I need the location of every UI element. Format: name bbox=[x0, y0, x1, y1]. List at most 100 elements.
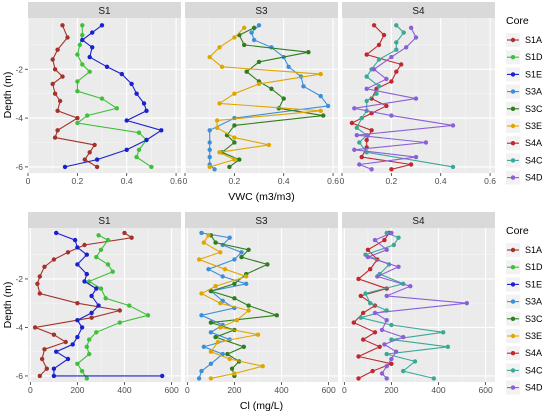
data-point-S3A bbox=[207, 140, 212, 145]
data-point-S1D bbox=[75, 79, 80, 84]
data-point-S3C bbox=[281, 96, 286, 101]
data-point-S1E bbox=[160, 373, 165, 379]
data-point-S1A bbox=[75, 115, 80, 121]
data-point-S1D bbox=[94, 330, 99, 335]
legend-key-point bbox=[510, 368, 516, 373]
data-point-S1E bbox=[94, 157, 100, 162]
x-tick-label: 0.4 bbox=[278, 176, 290, 186]
data-point-S1A bbox=[51, 332, 57, 337]
data-point-S1E bbox=[90, 45, 95, 50]
data-point-S1A bbox=[55, 128, 60, 133]
data-point-S3E bbox=[242, 25, 247, 30]
data-point-S1A bbox=[50, 81, 55, 87]
x-tick-label: 0.6 bbox=[170, 176, 182, 186]
data-point-S1A bbox=[94, 164, 100, 170]
x-tick-label: 0 bbox=[340, 176, 345, 186]
data-point-S3A bbox=[239, 250, 244, 255]
data-point-S3C bbox=[241, 344, 246, 349]
data-point-S4C bbox=[441, 330, 446, 335]
series-S4C bbox=[358, 230, 451, 381]
data-point-S1E bbox=[82, 279, 87, 284]
data-point-S4A bbox=[381, 32, 387, 38]
facet-strip bbox=[28, 2, 181, 18]
data-point-S4A bbox=[389, 167, 394, 172]
data-point-S1A bbox=[52, 135, 58, 140]
data-point-S1A bbox=[65, 35, 70, 40]
data-point-S3E bbox=[214, 118, 220, 123]
data-point-S3A bbox=[199, 313, 204, 318]
data-point-S1E bbox=[79, 325, 85, 330]
data-point-S4D bbox=[379, 371, 385, 376]
data-point-S4A bbox=[361, 310, 366, 316]
data-point-S1E bbox=[70, 342, 75, 347]
data-point-S1D bbox=[80, 62, 85, 67]
data-point-S3C bbox=[269, 86, 274, 92]
data-point-S4D bbox=[389, 54, 394, 60]
data-point-S1A bbox=[50, 57, 55, 62]
data-point-S3C bbox=[246, 303, 251, 308]
data-point-S4C bbox=[401, 30, 406, 35]
data-point-S3C bbox=[237, 157, 242, 162]
data-point-S1D bbox=[98, 247, 104, 252]
data-point-S1A bbox=[55, 47, 60, 52]
data-point-S1D bbox=[75, 89, 80, 94]
data-point-S1D bbox=[96, 233, 101, 238]
data-point-S4D bbox=[357, 162, 362, 167]
data-point-S1D bbox=[75, 52, 80, 57]
data-point-S4C bbox=[357, 140, 362, 145]
data-point-S4D bbox=[450, 123, 456, 128]
data-point-S1E bbox=[51, 366, 57, 371]
data-point-S4C bbox=[354, 125, 359, 130]
data-point-S3C bbox=[227, 164, 232, 170]
panel-background bbox=[185, 18, 338, 173]
x-tick-label: 200 bbox=[384, 385, 398, 395]
data-point-S3E bbox=[207, 54, 212, 60]
data-point-S4A bbox=[351, 320, 356, 325]
facet-strip-title: S4 bbox=[412, 216, 425, 227]
data-point-S4D bbox=[354, 133, 359, 138]
legend-label: S4A bbox=[525, 348, 542, 358]
data-point-S3C bbox=[239, 254, 244, 260]
data-point-S4D bbox=[352, 147, 357, 152]
data-point-S1D bbox=[87, 337, 92, 342]
series-S1A bbox=[32, 230, 134, 379]
data-point-S1D bbox=[80, 32, 85, 38]
legend-label: S1E bbox=[525, 279, 542, 289]
legend-label: S3A bbox=[525, 87, 542, 97]
data-point-S1A bbox=[37, 373, 42, 379]
y-axis-title: Depth (m) bbox=[2, 282, 14, 329]
data-point-S1E bbox=[119, 71, 125, 77]
data-point-S4C bbox=[358, 315, 363, 320]
data-point-S3C bbox=[242, 42, 247, 48]
legend-item-S1D: S1D bbox=[506, 260, 543, 275]
data-point-S3E bbox=[213, 284, 218, 289]
legend-key-point bbox=[510, 175, 516, 180]
data-point-S4C bbox=[376, 57, 382, 62]
facet-panel-1-S4: S4 0 200 400 600 bbox=[342, 212, 495, 395]
data-point-S4A bbox=[389, 361, 394, 366]
legend-item-S3C: S3C bbox=[506, 311, 543, 326]
data-point-S3C bbox=[213, 240, 218, 245]
data-point-S3C bbox=[306, 50, 311, 55]
x-tick-label: 0 bbox=[183, 176, 188, 186]
data-point-S4C bbox=[394, 40, 399, 45]
data-point-S1D bbox=[136, 147, 142, 152]
data-point-S1A bbox=[60, 74, 65, 79]
legend-title: Core bbox=[506, 15, 529, 27]
data-point-S4A bbox=[356, 376, 361, 381]
legend-item-S4A: S4A bbox=[506, 346, 542, 361]
data-point-S4D bbox=[389, 230, 394, 236]
data-point-S3A bbox=[196, 376, 202, 381]
legend-label: S3E bbox=[525, 331, 542, 341]
data-point-S4D bbox=[372, 237, 378, 243]
data-point-S3E bbox=[206, 233, 211, 238]
data-point-S4A bbox=[364, 52, 369, 57]
legend-key-point bbox=[510, 282, 516, 287]
data-point-S1E bbox=[90, 30, 95, 35]
data-point-S4D bbox=[369, 167, 374, 172]
legend-key-point bbox=[510, 247, 516, 253]
data-point-S4A bbox=[361, 337, 366, 342]
data-point-S3E bbox=[217, 101, 222, 106]
data-point-S4C bbox=[401, 368, 406, 374]
